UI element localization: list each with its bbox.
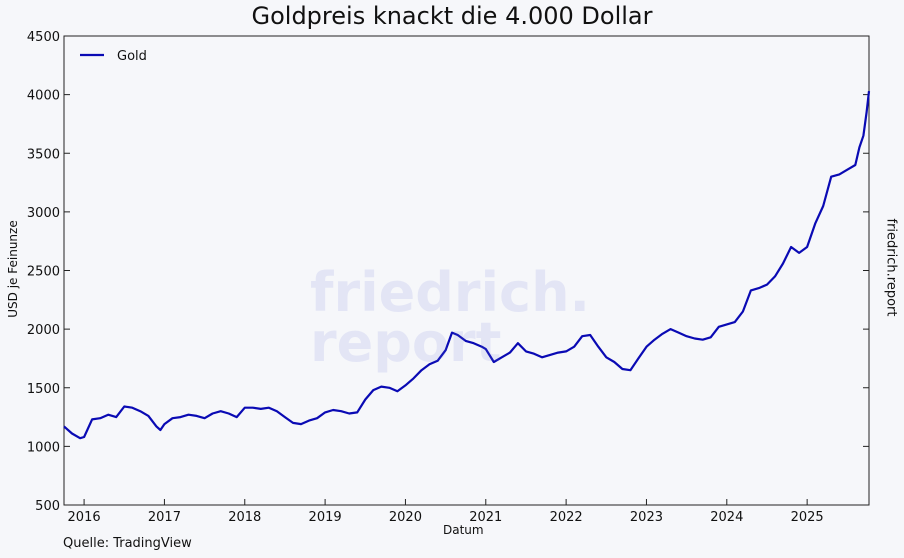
x-tick-label: 2021 [469,510,502,525]
watermark: friedrich. report [310,261,591,374]
x-tick-label: 2022 [550,510,583,525]
legend: Gold [80,49,147,64]
y-tick-label: 2500 [27,265,60,280]
y-tick-label: 3000 [27,206,60,221]
x-tick-label: 2024 [710,510,743,525]
x-tick-label: 2020 [389,510,422,525]
watermark-line2: report [310,311,502,374]
y-tick-label: 2000 [27,323,60,338]
x-axis: 2016 2017 2018 2019 2020 2021 2022 2023 2024 2025 [68,499,824,525]
chart-title: Goldpreis knackt die 4.000 Dollar [251,2,653,30]
side-brand-label: friedrich.report [883,218,899,317]
x-tick-label: 2025 [791,510,824,525]
x-tick-label: 2023 [630,510,663,525]
y-tick-label: 1000 [27,440,60,455]
legend-label-gold: Gold [117,49,147,64]
y-tick-label: 3500 [27,147,60,162]
y-tick-label: 1500 [27,382,60,397]
x-axis-label: Datum [443,523,484,537]
y-tick-label: 4500 [27,30,60,45]
source-note: Quelle: TradingView [63,536,192,551]
x-tick-label: 2016 [68,510,101,525]
y-axis-label: USD je Feinunze [6,220,20,318]
plot-area [63,35,870,506]
watermark-line1: friedrich. [310,261,591,324]
series-line-gold [63,90,871,440]
y-tick-label: 500 [35,499,60,514]
x-tick-label: 2018 [228,510,261,525]
x-tick-label: 2019 [309,510,342,525]
y-axis: 500 1000 1500 2000 2500 3000 3500 4000 4500 [27,30,869,514]
x-tick-label: 2017 [148,510,181,525]
y-tick-label: 4000 [27,89,60,104]
